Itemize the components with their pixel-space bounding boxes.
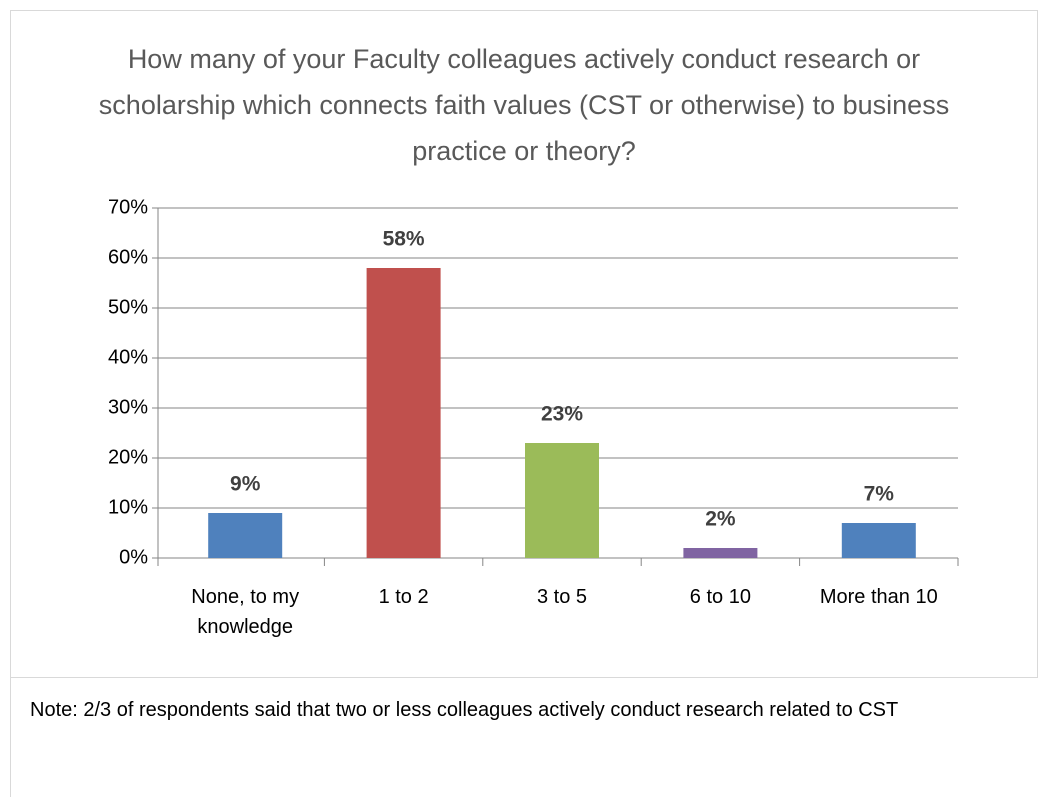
y-tick-label: 60% xyxy=(108,246,148,268)
bar xyxy=(525,443,599,558)
x-tick-label: More than 10 xyxy=(819,586,938,608)
data-label: 2% xyxy=(705,508,736,531)
y-tick-label: 20% xyxy=(108,446,148,468)
bar xyxy=(366,268,441,558)
y-tick-label: 10% xyxy=(108,496,148,518)
bar xyxy=(683,548,758,558)
data-label: 58% xyxy=(383,228,425,251)
y-tick-label: 70% xyxy=(108,196,148,218)
y-tick-label: 50% xyxy=(108,296,148,318)
x-tick-label: 6 to 10 xyxy=(689,586,751,608)
x-tick-label: 1 to 2 xyxy=(378,586,429,608)
data-label: 9% xyxy=(230,473,261,496)
data-label: 23% xyxy=(541,403,583,426)
data-label: 7% xyxy=(864,483,895,506)
x-tick-label: None, to my knowledge xyxy=(191,586,300,638)
chart-title: How many of your Faculty colleagues acti… xyxy=(98,44,950,166)
x-tick-label: 3 to 5 xyxy=(536,586,588,608)
bar xyxy=(841,523,916,558)
frame-line xyxy=(10,678,11,797)
chart-frame xyxy=(10,10,1038,678)
y-tick-label: 40% xyxy=(108,346,148,368)
bar xyxy=(208,513,283,558)
note: Note: 2/3 of respondents said that two o… xyxy=(30,699,899,721)
y-tick-label: 30% xyxy=(108,396,148,418)
y-tick-label: 0% xyxy=(119,546,148,568)
